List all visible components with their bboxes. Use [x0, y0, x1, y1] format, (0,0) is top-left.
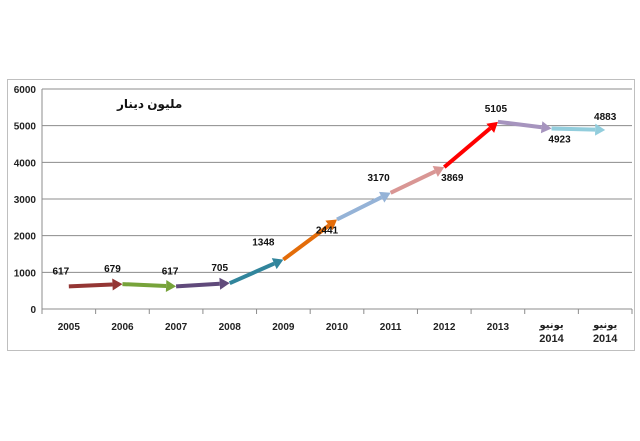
y-tick-labels: 0 1000 2000 3000 4000 5000 6000: [14, 85, 37, 316]
segment-line: [551, 126, 596, 132]
segment-arrowhead: [540, 121, 552, 134]
y-tick-label: 0: [30, 305, 36, 316]
x-tick-label: 2013: [487, 322, 510, 333]
data-label: 4883: [594, 112, 617, 123]
segment-line: [389, 169, 437, 195]
x-tick-label: 2014: [593, 333, 618, 345]
segment-line: [68, 282, 113, 289]
segment-line: [497, 119, 542, 130]
segment-arrowhead: [325, 219, 337, 231]
data-label: 4923: [548, 134, 571, 145]
segment-arrowhead: [595, 123, 606, 136]
segment-arrowhead: [219, 277, 230, 290]
x-tick-label: 2010: [326, 322, 349, 333]
data-label: 5105: [485, 104, 508, 115]
series-segment: [122, 279, 177, 292]
data-label: 2441: [316, 225, 339, 236]
gridlines: [42, 88, 632, 273]
series-segment: [551, 123, 606, 136]
series-segment: [68, 278, 123, 291]
y-tick-label: 5000: [14, 122, 37, 133]
x-tick-label-month: يونيو: [538, 320, 563, 331]
y-tick-label: 6000: [14, 85, 37, 96]
data-label: 3170: [368, 173, 391, 184]
x-tick-label: 2006: [111, 322, 134, 333]
x-tick-label: 2012: [433, 322, 456, 333]
segment-arrowhead: [486, 121, 498, 133]
data-label: 1348: [252, 238, 275, 249]
segment-line: [122, 282, 167, 288]
x-tick-label: 2014: [539, 333, 564, 345]
series-segment: [175, 277, 230, 290]
series-segment: [336, 191, 391, 222]
x-tick-label: 2011: [380, 322, 402, 333]
data-labels: 617 679 617 705 1348 2441 3170 3869 5105 4923 4883: [52, 104, 616, 278]
x-tick-labels: 2005 2006 2007 2008 2009 2010 2011 2012 2013 يوني…: [41, 309, 633, 345]
segment-line: [175, 281, 220, 289]
series-segment: [442, 121, 498, 169]
unit-label: مليون دينار: [116, 97, 182, 112]
y-tick-label: 1000: [14, 268, 37, 279]
axes: [41, 89, 632, 310]
segment-line: [442, 126, 492, 169]
data-label: 679: [104, 264, 121, 275]
segment-line: [228, 261, 276, 285]
data-label: 705: [211, 263, 228, 274]
series-arrows: [68, 119, 606, 292]
segment-line: [282, 223, 331, 262]
x-tick-label: 2007: [165, 322, 188, 333]
series-segment: [228, 258, 284, 285]
x-tick-label: 2008: [219, 322, 242, 333]
data-label: 617: [162, 266, 179, 277]
series-segment: [282, 219, 337, 262]
x-tick-label: 2009: [272, 322, 295, 333]
segment-arrowhead: [112, 278, 123, 291]
series-segment: [389, 166, 445, 195]
y-tick-label: 2000: [14, 232, 37, 243]
x-tick-label: 2005: [58, 322, 81, 333]
y-tick-label: 3000: [14, 195, 37, 206]
segment-arrowhead: [165, 279, 177, 292]
y-tick-label: 4000: [14, 158, 37, 169]
segment-line: [336, 195, 383, 222]
series-segment: [497, 119, 552, 134]
segment-arrowhead: [271, 258, 284, 270]
data-label: 3869: [441, 173, 464, 184]
data-label: 617: [52, 266, 69, 277]
x-tick-label-month: يونيو: [592, 320, 617, 331]
segment-arrowhead: [379, 191, 391, 203]
segment-arrowhead: [432, 166, 445, 177]
